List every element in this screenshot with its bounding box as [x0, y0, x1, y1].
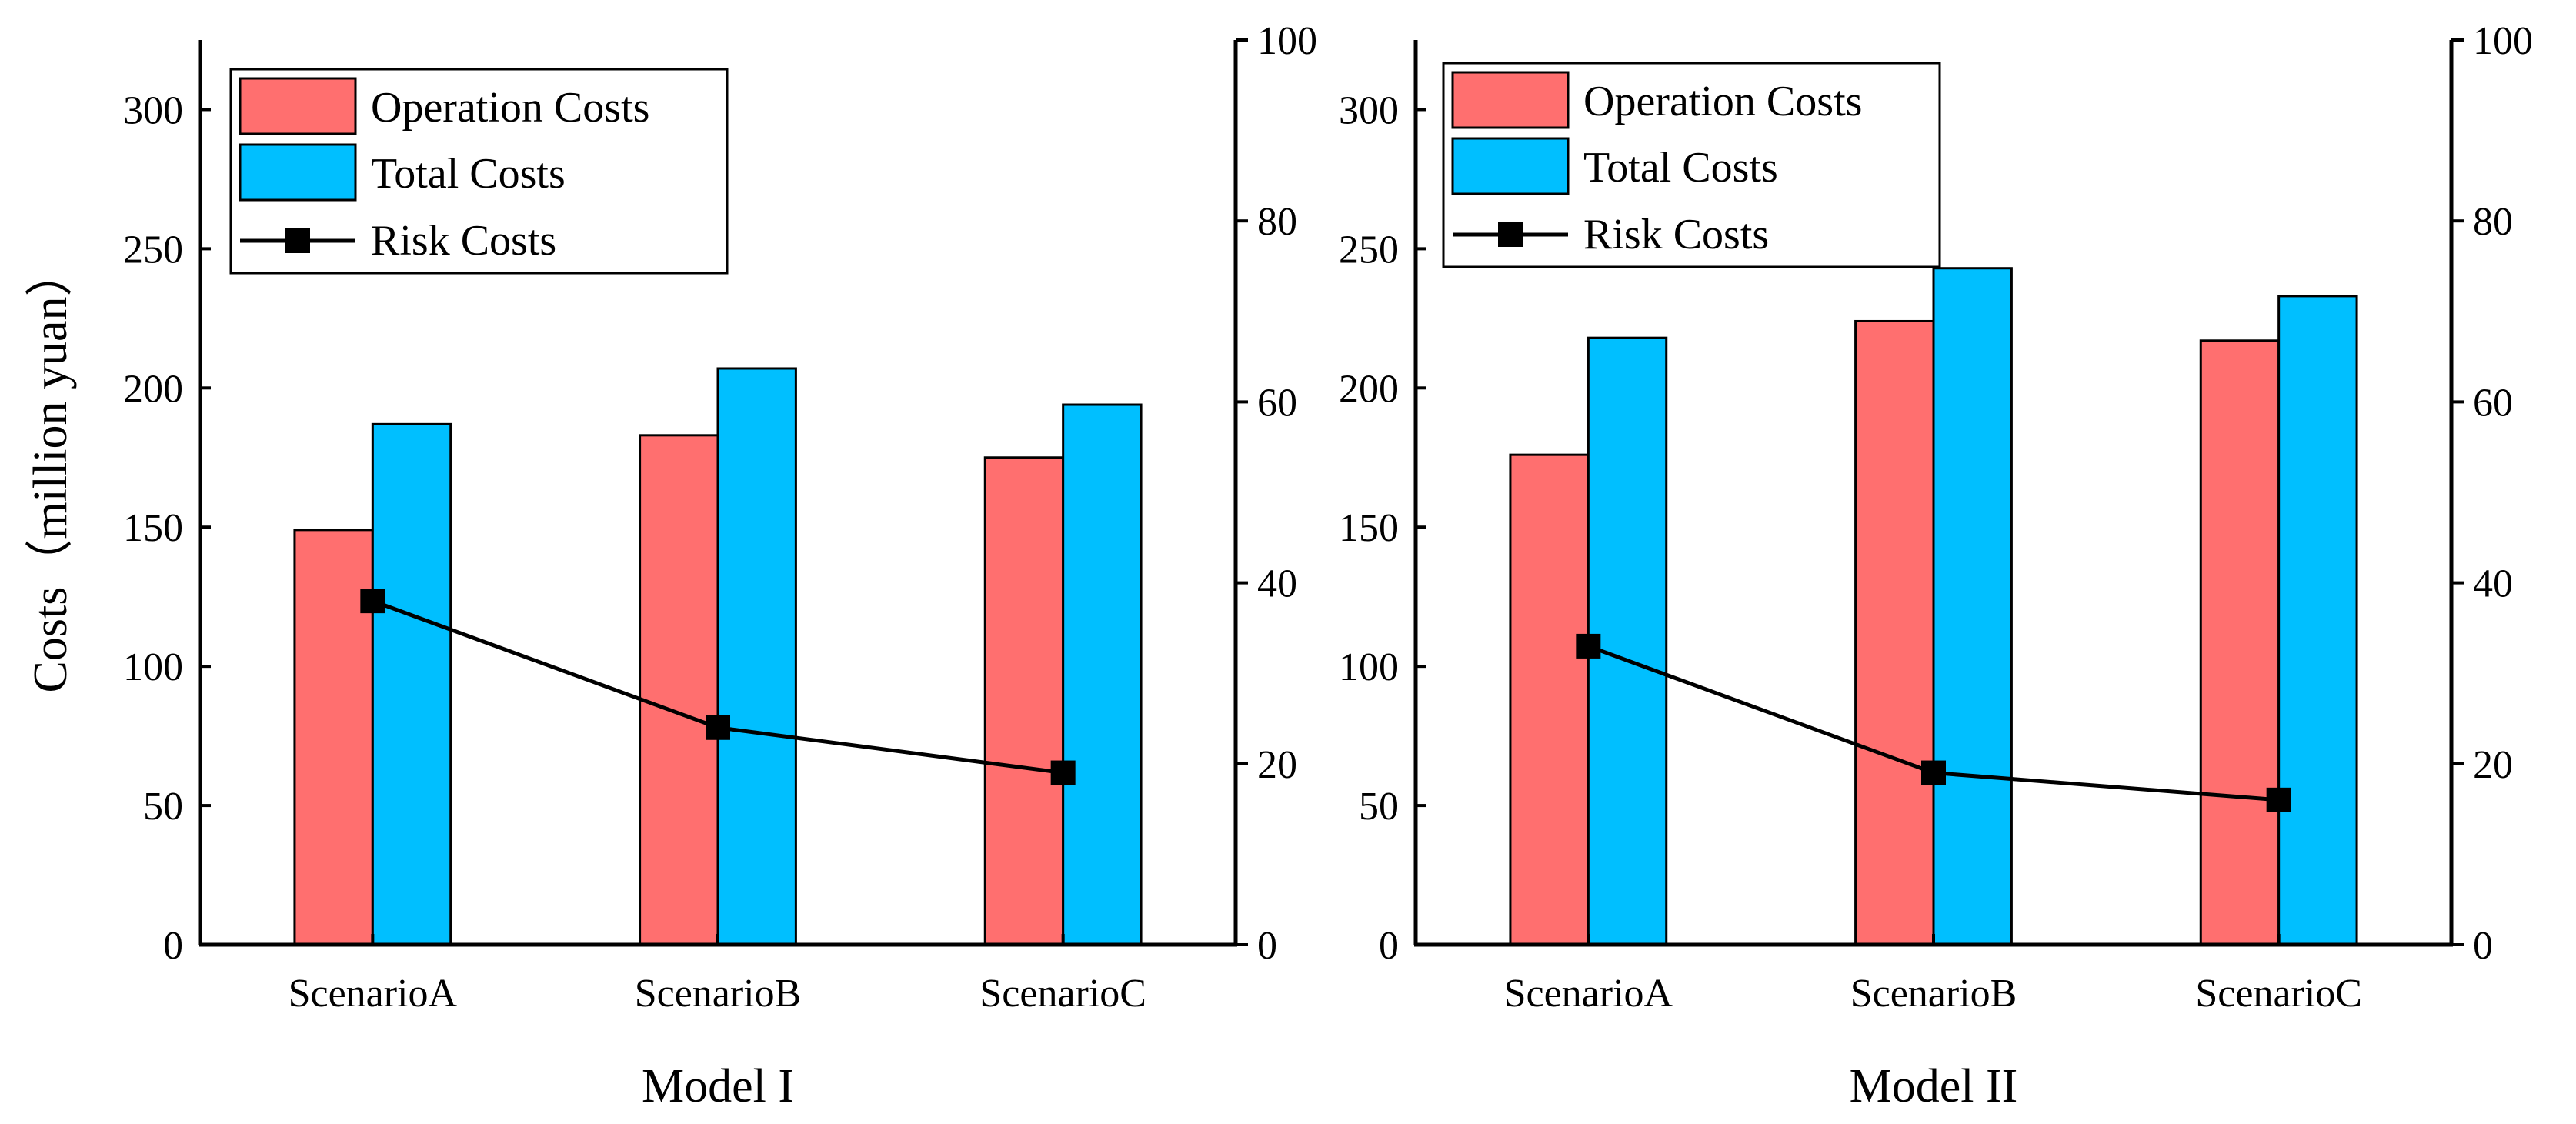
- x-tick-label: ScenarioC: [2195, 972, 2362, 1016]
- legend-marker-risk: [1498, 222, 1523, 247]
- y2-tick-label: 40: [2473, 562, 2513, 606]
- y-axis-title: Costs（million yuan）: [25, 249, 77, 693]
- x-tick-label: ScenarioA: [1504, 972, 1673, 1016]
- y2-tick-label: 100: [1257, 19, 1317, 63]
- risk-marker-ScenarioA: [1576, 633, 1601, 659]
- y2-tick-label: 60: [2473, 381, 2513, 425]
- bar-total-ScenarioC: [1062, 403, 1143, 946]
- x-tick-label: ScenarioB: [1850, 972, 2017, 1016]
- y-tick-label: 250: [1339, 228, 1399, 272]
- legend-swatch-operation: [1451, 71, 1570, 129]
- y-tick-label: 150: [123, 506, 183, 550]
- x-axis-title-model-1: Model I: [642, 1060, 794, 1112]
- x-axis-title-model-2: Model II: [1850, 1060, 2018, 1112]
- legend-label-risk: Risk Costs: [1583, 211, 1769, 258]
- bar-operation-ScenarioA: [1509, 453, 1590, 946]
- legend-label-operation: Operation Costs: [1583, 78, 1862, 125]
- y-tick-label: 100: [1339, 645, 1399, 689]
- risk-line-model-2: [1576, 633, 2291, 812]
- y2-tick-label: 20: [2473, 743, 2513, 787]
- y2-tick-label: 80: [2473, 200, 2513, 244]
- y2-tick-label: 20: [1257, 743, 1297, 787]
- ticks-model-1: 0 50 100 150 200 250 300 0 20 40 60 80 100 ScenarioA S…: [123, 19, 1317, 1016]
- y-tick-label: 250: [123, 228, 183, 272]
- chart-panel-model-1: 0 50 100 150 200 250 300 0 20 40 60 80 100 ScenarioA S…: [123, 19, 1317, 1112]
- y2-tick-label: 100: [2473, 19, 2533, 63]
- y-tick-label: 200: [1339, 367, 1399, 411]
- risk-marker-ScenarioA: [360, 589, 385, 614]
- chart-panel-model-2: 0 50 100 150 200 250 300 0 20 40 60 80 100 ScenarioA S…: [1339, 19, 2533, 1112]
- y-tick-label: 50: [1359, 785, 1399, 829]
- bar-operation-ScenarioC: [2199, 339, 2281, 946]
- x-tick-label: ScenarioA: [289, 972, 458, 1016]
- y-tick-label: 100: [123, 645, 183, 689]
- legend-label-operation: Operation Costs: [371, 84, 649, 132]
- legend-label-risk: Risk Costs: [371, 217, 556, 265]
- y-tick-label: 150: [1339, 506, 1399, 550]
- y-tick-label: 300: [123, 88, 183, 132]
- y-tick-label: 0: [163, 924, 183, 968]
- legend-marker-risk: [285, 228, 310, 253]
- y2-tick-label: 0: [2473, 924, 2493, 968]
- y2-tick-label: 60: [1257, 381, 1297, 425]
- risk-marker-ScenarioC: [2266, 787, 2291, 812]
- y-tick-label: 50: [143, 785, 183, 829]
- y-tick-label: 300: [1339, 88, 1399, 132]
- bar-total-ScenarioB: [716, 367, 797, 946]
- bar-total-ScenarioA: [1587, 336, 1668, 946]
- bar-total-ScenarioB: [1932, 267, 2013, 946]
- legend-label-total: Total Costs: [1583, 144, 1778, 192]
- legend-swatch-total: [239, 143, 357, 202]
- bar-operation-ScenarioB: [1854, 319, 1935, 946]
- ticks-model-2: 0 50 100 150 200 250 300 0 20 40 60 80 100 ScenarioA S…: [1339, 19, 2533, 1016]
- risk-marker-ScenarioB: [1921, 760, 1946, 785]
- y2-tick-label: 0: [1257, 924, 1277, 968]
- risk-marker-ScenarioB: [706, 715, 730, 740]
- bars-model-2: [1509, 267, 2358, 946]
- y-tick-label: 0: [1379, 924, 1399, 968]
- legend-model-1: Operation Costs Total Costs Risk Costs: [229, 68, 729, 275]
- bar-operation-ScenarioB: [639, 434, 719, 946]
- risk-marker-ScenarioC: [1050, 760, 1076, 785]
- risk-line-model-1: [360, 589, 1076, 785]
- bar-operation-ScenarioA: [293, 529, 374, 946]
- x-tick-label: ScenarioC: [979, 972, 1146, 1016]
- x-tick-label: ScenarioB: [635, 972, 802, 1016]
- y-tick-label: 200: [123, 367, 183, 411]
- bars-model-1: [293, 367, 1143, 946]
- y2-tick-label: 40: [1257, 562, 1297, 606]
- legend-swatch-operation: [239, 77, 357, 135]
- legend-model-2: Operation Costs Total Costs Risk Costs: [1442, 62, 1941, 268]
- y2-tick-label: 80: [1257, 200, 1297, 244]
- bar-total-ScenarioC: [2277, 295, 2358, 946]
- legend-label-total: Total Costs: [371, 150, 566, 198]
- legend-swatch-total: [1451, 137, 1570, 195]
- bar-operation-ScenarioC: [983, 456, 1065, 946]
- bar-total-ScenarioA: [371, 422, 452, 946]
